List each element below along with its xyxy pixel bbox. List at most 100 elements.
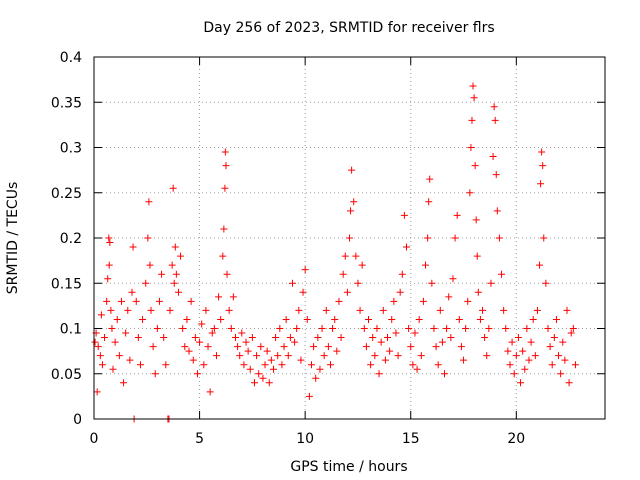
- data-point: [398, 270, 406, 278]
- data-point: [145, 198, 153, 206]
- data-point: [149, 343, 157, 351]
- data-point: [221, 184, 229, 192]
- data-point: [272, 334, 280, 342]
- data-point: [571, 361, 579, 369]
- data-point: [219, 252, 227, 260]
- data-point: [91, 338, 99, 346]
- data-point: [371, 352, 379, 360]
- chart-title: Day 256 of 2023, SRMTID for receiver flr…: [203, 20, 494, 36]
- data-point: [242, 338, 250, 346]
- data-point: [261, 361, 269, 369]
- data-point: [160, 334, 168, 342]
- data-point: [221, 148, 229, 156]
- data-point: [394, 352, 402, 360]
- data-point: [301, 266, 309, 274]
- data-point: [400, 211, 408, 219]
- data-point: [447, 334, 455, 342]
- data-point: [240, 361, 248, 369]
- data-point: [117, 297, 125, 305]
- data-point: [329, 325, 337, 332]
- data-point: [312, 374, 320, 382]
- data-point: [346, 234, 353, 242]
- data-point: [422, 261, 430, 269]
- data-point: [489, 153, 497, 161]
- data-point: [555, 352, 563, 360]
- data-point: [481, 334, 489, 342]
- data-point: [101, 334, 109, 342]
- data-point: [462, 325, 470, 332]
- data-point: [222, 162, 230, 170]
- data-point: [443, 325, 451, 332]
- data-point: [212, 352, 220, 360]
- data-point: [108, 325, 116, 332]
- plot-frame: [93, 56, 606, 420]
- data-point: [171, 243, 179, 251]
- data-point: [467, 144, 475, 151]
- x-tick-label: 10: [296, 431, 314, 447]
- y-tick-label: 0.3: [60, 141, 82, 157]
- data-point: [469, 82, 477, 90]
- data-point: [295, 306, 303, 314]
- y-tick-label: 0: [73, 412, 82, 428]
- data-point: [229, 293, 237, 301]
- data-point: [405, 325, 413, 332]
- data-point: [259, 374, 267, 382]
- data-point: [231, 334, 239, 342]
- y-tick-label: 0.25: [51, 186, 82, 202]
- data-point: [473, 252, 481, 260]
- data-point: [441, 370, 449, 378]
- data-point: [544, 325, 552, 332]
- x-tick-label: 5: [195, 431, 204, 447]
- data-point: [369, 334, 377, 342]
- data-point: [510, 370, 518, 378]
- data-point: [210, 325, 218, 332]
- data-point: [339, 270, 347, 278]
- data-point: [162, 361, 170, 369]
- data-point: [529, 315, 537, 323]
- data-point: [546, 343, 554, 351]
- data-point: [352, 252, 360, 260]
- data-point: [147, 306, 155, 314]
- data-point: [537, 180, 545, 188]
- data-point: [417, 352, 425, 360]
- data-point: [538, 148, 546, 156]
- y-tick-labels: 0 0.05 0.1 0.15 0.2 0.25 0.3 0.35 0.4: [51, 50, 82, 428]
- data-point: [129, 243, 137, 251]
- data-point: [94, 343, 102, 351]
- y-tick-label: 0.4: [60, 50, 82, 66]
- data-point: [548, 361, 556, 369]
- data-point: [403, 243, 411, 251]
- data-point: [274, 352, 282, 360]
- data-point: [282, 315, 290, 323]
- data-point: [166, 306, 174, 314]
- data-point: [453, 211, 461, 219]
- gridlines: [94, 57, 605, 419]
- x-tick-label: 0: [90, 431, 99, 447]
- data-point: [257, 343, 265, 351]
- data-point: [98, 361, 106, 369]
- data-point: [284, 352, 292, 360]
- data-point: [206, 388, 214, 396]
- data-point: [531, 352, 539, 360]
- data-point: [470, 94, 478, 102]
- data-point: [105, 234, 113, 242]
- data-point: [409, 361, 417, 369]
- data-point: [492, 171, 500, 179]
- data-point: [539, 162, 547, 170]
- data-point: [142, 279, 150, 287]
- data-point: [265, 379, 273, 387]
- y-tick-label: 0.05: [51, 367, 82, 383]
- data-point: [341, 252, 349, 260]
- data-point: [318, 325, 326, 332]
- data-point: [263, 347, 271, 355]
- data-point: [168, 261, 176, 269]
- y-tick-label: 0.15: [51, 276, 82, 292]
- x-tick-label: 15: [402, 431, 420, 447]
- x-axis-label: GPS time / hours: [290, 459, 407, 475]
- data-point: [460, 356, 468, 364]
- data-point: [115, 352, 123, 360]
- data-point: [276, 325, 284, 332]
- data-point: [146, 261, 154, 269]
- data-point: [425, 198, 433, 206]
- data-point: [377, 338, 385, 346]
